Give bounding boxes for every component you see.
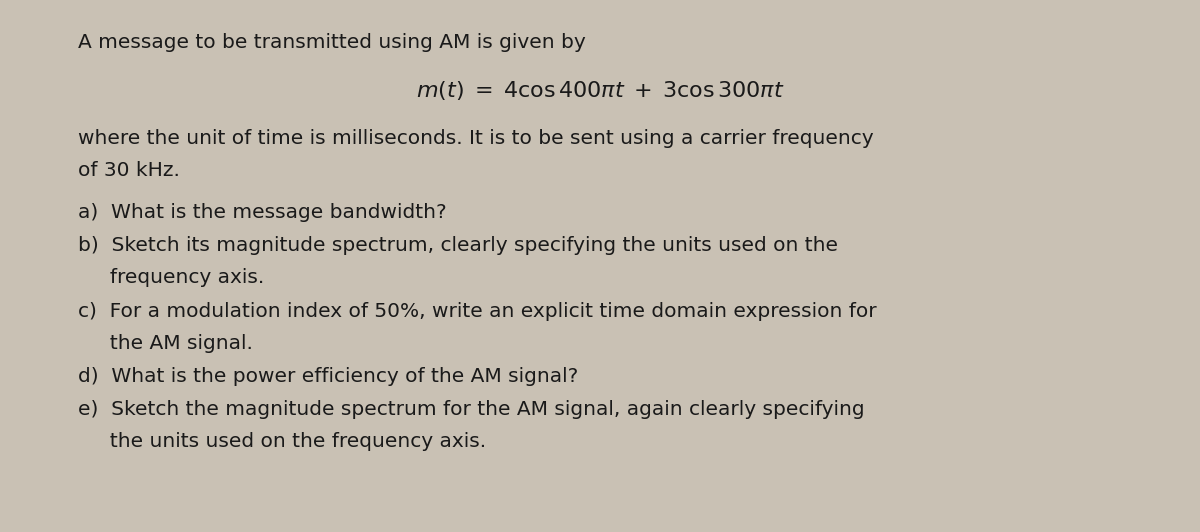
Text: a)  What is the message bandwidth?: a) What is the message bandwidth? [78, 203, 446, 222]
Text: A message to be transmitted using AM is given by: A message to be transmitted using AM is … [78, 33, 586, 52]
Text: c)  For a modulation index of 50%, write an explicit time domain expression for: c) For a modulation index of 50%, write … [78, 302, 877, 321]
Text: the AM signal.: the AM signal. [78, 334, 253, 353]
Text: d)  What is the power efficiency of the AM signal?: d) What is the power efficiency of the A… [78, 367, 578, 386]
Text: e)  Sketch the magnitude spectrum for the AM signal, again clearly specifying: e) Sketch the magnitude spectrum for the… [78, 400, 865, 419]
Text: b)  Sketch its magnitude spectrum, clearly specifying the units used on the: b) Sketch its magnitude spectrum, clearl… [78, 236, 838, 255]
Text: the units used on the frequency axis.: the units used on the frequency axis. [78, 432, 486, 451]
Text: $m(t) \; = \; 4 \cos 400\pi t \; + \; 3 \cos 300\pi t$: $m(t) \; = \; 4 \cos 400\pi t \; + \; 3 … [415, 79, 785, 102]
Text: frequency axis.: frequency axis. [78, 268, 264, 287]
Text: of 30 kHz.: of 30 kHz. [78, 161, 180, 180]
Text: where the unit of time is milliseconds. It is to be sent using a carrier frequen: where the unit of time is milliseconds. … [78, 129, 874, 148]
